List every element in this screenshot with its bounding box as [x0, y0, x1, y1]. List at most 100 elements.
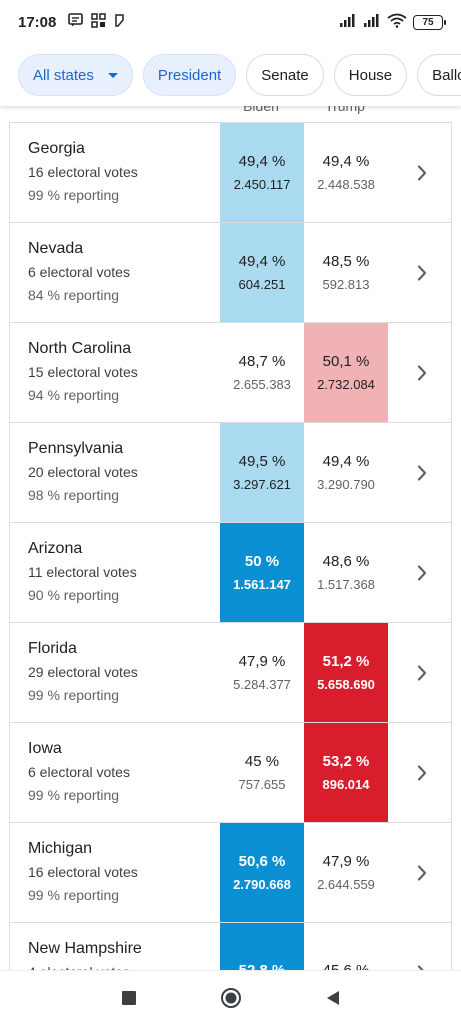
chevron-down-icon — [107, 72, 118, 78]
trump-percent: 45,6 % — [322, 961, 370, 971]
biden-result-cell: 48,7 % 2.655.383 — [220, 323, 304, 422]
chevron-right-icon[interactable] — [412, 761, 432, 785]
state-name: Florida — [28, 640, 77, 657]
trump-percent: 53,2 % — [322, 752, 370, 770]
biden-vote-count: 757.655 — [238, 776, 286, 792]
state-info: Iowa 6 electoral votes 99 % reporting — [28, 739, 130, 804]
biden-result-cell: 50 % 1.561.147 — [220, 523, 304, 622]
reporting-percent: 98 % reporting — [28, 487, 120, 503]
state-info: Pennsylvania 20 electoral votes 98 % repor… — [28, 439, 138, 504]
state-name: North Carolina — [28, 340, 132, 357]
biden-vote-count: 1.561.147 — [233, 576, 291, 592]
trump-percent: 49,4 % — [322, 452, 370, 470]
electoral-votes: 20 electoral votes — [28, 464, 138, 480]
state-row-arizona[interactable]: Arizona 11 electoral votes 90 % reporting 5… — [10, 522, 451, 622]
back-icon[interactable] — [321, 986, 345, 1010]
reporting-percent: 99 % reporting — [28, 787, 120, 803]
biden-percent: 49,4 % — [238, 152, 286, 170]
trump-result-cell: 48,5 % 592.813 — [304, 223, 388, 322]
electoral-votes: 15 electoral votes — [28, 364, 138, 380]
chevron-right-icon[interactable] — [412, 261, 432, 285]
trump-result-cell: 48,6 % 1.517.368 — [304, 523, 388, 622]
trump-vote-count: 5.658.690 — [317, 676, 375, 692]
state-row-nevada[interactable]: Nevada 6 electoral votes 84 % reporting 49,… — [10, 222, 451, 322]
chevron-right-icon[interactable] — [412, 661, 432, 685]
biden-result-cell: 47,9 % 5.284.377 — [220, 623, 304, 722]
biden-percent: 52,8 % — [238, 961, 286, 971]
app-icon — [114, 13, 126, 32]
state-row-north-carolina[interactable]: North Carolina 15 electoral votes 94 % rep… — [10, 322, 451, 422]
trump-result-cell: 47,9 % 2.644.559 — [304, 823, 388, 922]
trump-vote-count: 2.644.559 — [317, 876, 375, 892]
chevron-right-icon[interactable] — [412, 461, 432, 485]
grid-icon — [91, 12, 107, 32]
biden-result-cell: 45 % 757.655 — [220, 723, 304, 822]
chip-president[interactable]: President — [142, 54, 237, 96]
home-icon[interactable] — [219, 986, 243, 1010]
state-name: Pennsylvania — [28, 440, 124, 457]
trump-percent: 49,4 % — [322, 152, 370, 170]
biden-percent: 50 % — [244, 552, 280, 570]
reporting-percent: 84 % reporting — [28, 287, 120, 303]
state-row-michigan[interactable]: Michigan 16 electoral votes 99 % reporting… — [10, 822, 451, 922]
state-dropdown-label: All states — [33, 66, 94, 84]
trump-percent: 47,9 % — [322, 852, 370, 870]
trump-percent: 48,5 % — [322, 252, 370, 270]
state-row-florida[interactable]: Florida 29 electoral votes 99 % reporting 4… — [10, 622, 451, 722]
chevron-right-icon[interactable] — [412, 161, 432, 185]
chip-ballot-measures[interactable]: Ballot m — [417, 54, 461, 96]
state-info: Nevada 6 electoral votes 84 % reporting — [28, 239, 130, 304]
state-info: Georgia 16 electoral votes 99 % reporting — [28, 139, 138, 204]
biden-percent: 49,4 % — [238, 252, 286, 270]
biden-result-cell: 52,8 % — [220, 923, 304, 970]
state-info: Florida 29 electoral votes 99 % reporting — [28, 639, 138, 704]
biden-vote-count: 2.790.668 — [233, 876, 291, 892]
state-info: Michigan 16 electoral votes 99 % reporting — [28, 839, 138, 904]
chevron-right-icon[interactable] — [412, 861, 432, 885]
recents-icon[interactable] — [117, 986, 141, 1010]
trump-vote-count: 1.517.368 — [317, 576, 375, 592]
reporting-percent: 99 % reporting — [28, 687, 120, 703]
state-name: Iowa — [28, 740, 62, 757]
biden-result-cell: 50,6 % 2.790.668 — [220, 823, 304, 922]
state-name: Nevada — [28, 240, 84, 257]
status-time: 17:08 — [18, 13, 57, 31]
trump-result-cell: 45,6 % — [304, 923, 388, 971]
trump-result-cell: 50,1 % 2.732.084 — [304, 323, 388, 422]
trump-percent: 51,2 % — [322, 652, 370, 670]
state-row-iowa[interactable]: Iowa 6 electoral votes 99 % reporting 45 % 7… — [10, 722, 451, 822]
biden-percent: 45 % — [244, 752, 280, 770]
state-row-new-hampshire[interactable]: New Hampshire 4 electoral votes 52,8 % 45,6… — [10, 922, 451, 970]
biden-vote-count: 3.297.621 — [233, 476, 291, 492]
biden-vote-count: 5.284.377 — [233, 676, 291, 692]
reporting-percent: 90 % reporting — [28, 587, 120, 603]
biden-percent: 47,9 % — [238, 652, 286, 670]
chevron-right-icon[interactable] — [412, 561, 432, 585]
electoral-votes: 16 electoral votes — [28, 864, 138, 880]
chip-house[interactable]: House — [333, 54, 408, 96]
biden-vote-count: 2.450.117 — [233, 176, 291, 192]
trump-percent: 48,6 % — [322, 552, 370, 570]
state-dropdown[interactable]: All states — [18, 54, 133, 96]
signal-icon — [363, 13, 381, 31]
trump-result-cell: 53,2 % 896.014 — [304, 723, 388, 822]
biden-result-cell: 49,4 % 604.251 — [220, 223, 304, 322]
state-name: New Hampshire — [28, 940, 142, 957]
state-name: Michigan — [28, 840, 93, 857]
chevron-right-icon[interactable] — [412, 961, 432, 970]
trump-result-cell: 49,4 % 2.448.538 — [304, 123, 388, 222]
state-info: New Hampshire 4 electoral votes — [28, 939, 142, 970]
biden-result-cell: 49,5 % 3.297.621 — [220, 423, 304, 522]
trump-vote-count: 3.290.790 — [317, 476, 375, 492]
state-row-pennsylvania[interactable]: Pennsylvania 20 electoral votes 98 % repor… — [10, 422, 451, 522]
electoral-votes: 6 electoral votes — [28, 264, 130, 280]
trump-vote-count: 592.813 — [322, 276, 370, 292]
battery-icon: 75 — [413, 14, 446, 30]
state-info: Arizona 11 electoral votes 90 % reporting — [28, 539, 137, 604]
chip-senate[interactable]: Senate — [246, 54, 324, 96]
signal-icon — [339, 13, 357, 31]
electoral-votes: 11 electoral votes — [28, 564, 137, 580]
electoral-votes: 16 electoral votes — [28, 164, 138, 180]
chevron-right-icon[interactable] — [412, 361, 432, 385]
state-row-georgia[interactable]: Georgia 16 electoral votes 99 % reporting 4… — [10, 122, 451, 222]
